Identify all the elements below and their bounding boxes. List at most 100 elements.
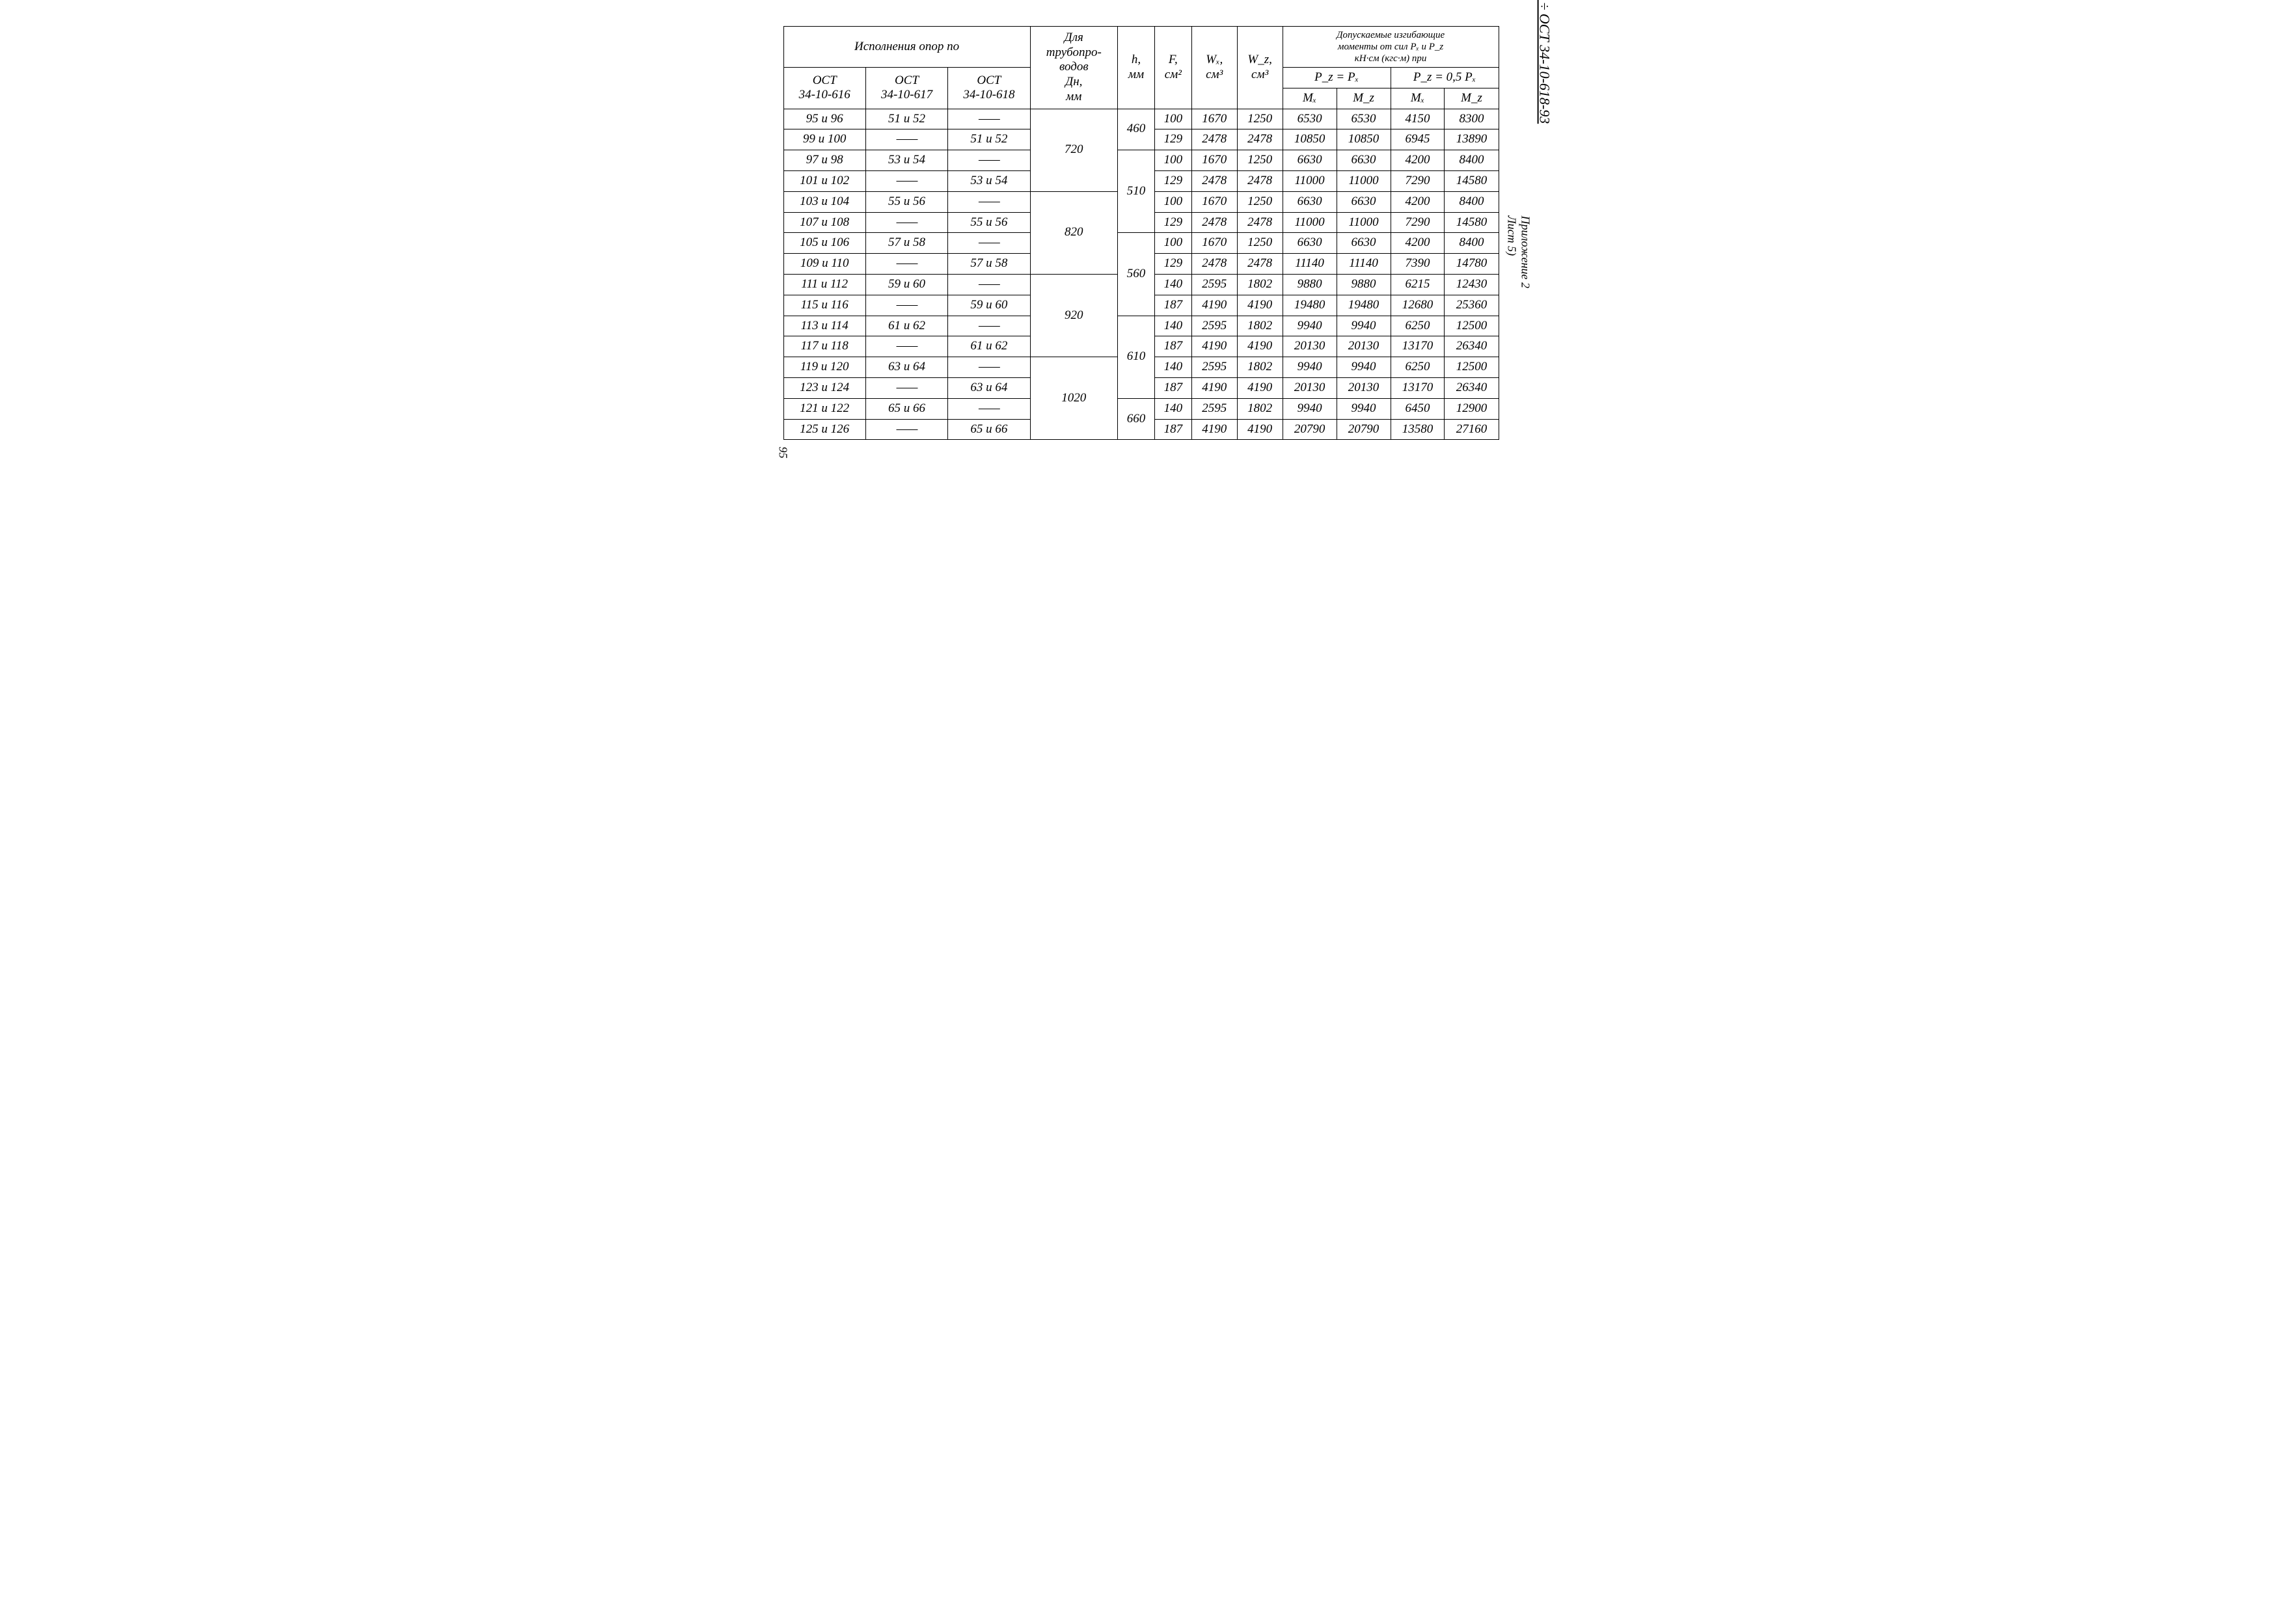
cell-Mz2: 12430: [1445, 274, 1499, 295]
cell-c616: 117 и 118: [783, 336, 865, 357]
header-ost618: ОСТ 34-10-618: [948, 68, 1030, 109]
page-number: 95: [776, 447, 789, 459]
cell-Mx2: 12680: [1391, 295, 1445, 316]
cell-Mz2: 8400: [1445, 150, 1499, 171]
cell-c618: 61 и 62: [948, 336, 1030, 357]
cell-h: 610: [1118, 316, 1155, 398]
cell-Mz2: 14580: [1445, 170, 1499, 191]
cell-Mz2: 8300: [1445, 109, 1499, 129]
cell-c618: 63 и 64: [948, 377, 1030, 398]
cell-Mz1: 9940: [1337, 316, 1391, 336]
cell-F: 187: [1154, 377, 1191, 398]
cell-Mx1: 6630: [1283, 150, 1337, 171]
cell-Mx2: 13170: [1391, 377, 1445, 398]
cell-Mz2: 14580: [1445, 212, 1499, 233]
cell-c618: ——: [948, 316, 1030, 336]
cell-Mx1: 19480: [1283, 295, 1337, 316]
cell-Wx: 2595: [1191, 316, 1237, 336]
cell-Mx1: 20790: [1283, 419, 1337, 440]
cell-Mx1: 6530: [1283, 109, 1337, 129]
cell-F: 100: [1154, 233, 1191, 254]
header-Mx1: Mₓ: [1283, 88, 1337, 109]
table-body: 95 и 9651 и 52——720460100167012506530653…: [783, 109, 1499, 440]
cell-Mx2: 7390: [1391, 254, 1445, 275]
cell-c616: 109 и 110: [783, 254, 865, 275]
cell-c618: ——: [948, 191, 1030, 212]
cell-Mx2: 6250: [1391, 357, 1445, 378]
cell-Mx2: 4150: [1391, 109, 1445, 129]
side-sheet-text: Лист 5): [1506, 215, 1519, 256]
cell-Mx2: 4200: [1391, 233, 1445, 254]
table-row: 113 и 11461 и 62——6101402595180299409940…: [783, 316, 1499, 336]
cell-Mx1: 9940: [1283, 316, 1337, 336]
cell-Mz1: 6530: [1337, 109, 1391, 129]
cell-c618: 55 и 56: [948, 212, 1030, 233]
cell-c618: ——: [948, 398, 1030, 419]
cell-c617: ——: [865, 295, 947, 316]
cell-Wx: 1670: [1191, 191, 1237, 212]
cell-Wx: 2595: [1191, 274, 1237, 295]
cell-Mx1: 9940: [1283, 398, 1337, 419]
header-Wx: Wₓ, см³: [1191, 27, 1237, 109]
cell-F: 100: [1154, 150, 1191, 171]
cell-c616: 99 и 100: [783, 129, 865, 150]
cell-c617: 57 и 58: [865, 233, 947, 254]
cell-Mz1: 20790: [1337, 419, 1391, 440]
cell-c618: ——: [948, 150, 1030, 171]
cell-Mx2: 4200: [1391, 191, 1445, 212]
cell-F: 140: [1154, 316, 1191, 336]
header-Mx2: Mₓ: [1391, 88, 1445, 109]
cell-c616: 123 и 124: [783, 377, 865, 398]
cell-Mz1: 10850: [1337, 129, 1391, 150]
cell-c618: ——: [948, 233, 1030, 254]
cell-dn: 920: [1030, 274, 1117, 357]
cell-Mz1: 20130: [1337, 336, 1391, 357]
cell-c616: 97 и 98: [783, 150, 865, 171]
cell-Wx: 2595: [1191, 398, 1237, 419]
cell-F: 129: [1154, 129, 1191, 150]
header-h: h, мм: [1118, 27, 1155, 109]
cell-F: 129: [1154, 254, 1191, 275]
cell-Wx: 1670: [1191, 150, 1237, 171]
cell-Wz: 4190: [1237, 377, 1283, 398]
cell-Mz2: 8400: [1445, 233, 1499, 254]
cell-c616: 111 и 112: [783, 274, 865, 295]
cell-Mx2: 6450: [1391, 398, 1445, 419]
header-dn: Для трубопро- водов Дн, мм: [1030, 27, 1117, 109]
cell-c617: ——: [865, 129, 947, 150]
cell-Wz: 1250: [1237, 150, 1283, 171]
cell-Wx: 2478: [1191, 254, 1237, 275]
cell-F: 187: [1154, 419, 1191, 440]
cell-Mx1: 11140: [1283, 254, 1337, 275]
cell-Wz: 1802: [1237, 398, 1283, 419]
cell-Mz1: 9940: [1337, 398, 1391, 419]
cell-c617: 65 и 66: [865, 398, 947, 419]
cell-Wx: 4190: [1191, 377, 1237, 398]
header-Wz: W_z, см³: [1237, 27, 1283, 109]
cell-Wz: 1802: [1237, 274, 1283, 295]
header-Mz1: M_z: [1337, 88, 1391, 109]
cell-c618: 59 и 60: [948, 295, 1030, 316]
cell-Mx2: 7290: [1391, 212, 1445, 233]
cell-Wx: 2478: [1191, 212, 1237, 233]
cell-F: 129: [1154, 212, 1191, 233]
cell-Mz1: 6630: [1337, 233, 1391, 254]
cell-Wz: 2478: [1237, 129, 1283, 150]
cell-Mx2: 7290: [1391, 170, 1445, 191]
cell-Mz1: 20130: [1337, 377, 1391, 398]
cell-Mz2: 25360: [1445, 295, 1499, 316]
cell-c617: 63 и 64: [865, 357, 947, 378]
cell-Wz: 1250: [1237, 109, 1283, 129]
cell-c618: ——: [948, 274, 1030, 295]
side-app: Приложение 2 Лист 5): [1505, 215, 1532, 288]
cell-Mz1: 6630: [1337, 150, 1391, 171]
cell-c618: ——: [948, 109, 1030, 129]
cell-Mz2: 12900: [1445, 398, 1499, 419]
cell-F: 100: [1154, 109, 1191, 129]
cell-Mx2: 13170: [1391, 336, 1445, 357]
header-ispolneniya: Исполнения опор по: [783, 27, 1030, 68]
cell-c617: 51 и 52: [865, 109, 947, 129]
cell-F: 187: [1154, 295, 1191, 316]
cell-Mx1: 9940: [1283, 357, 1337, 378]
cell-Mx2: 6945: [1391, 129, 1445, 150]
